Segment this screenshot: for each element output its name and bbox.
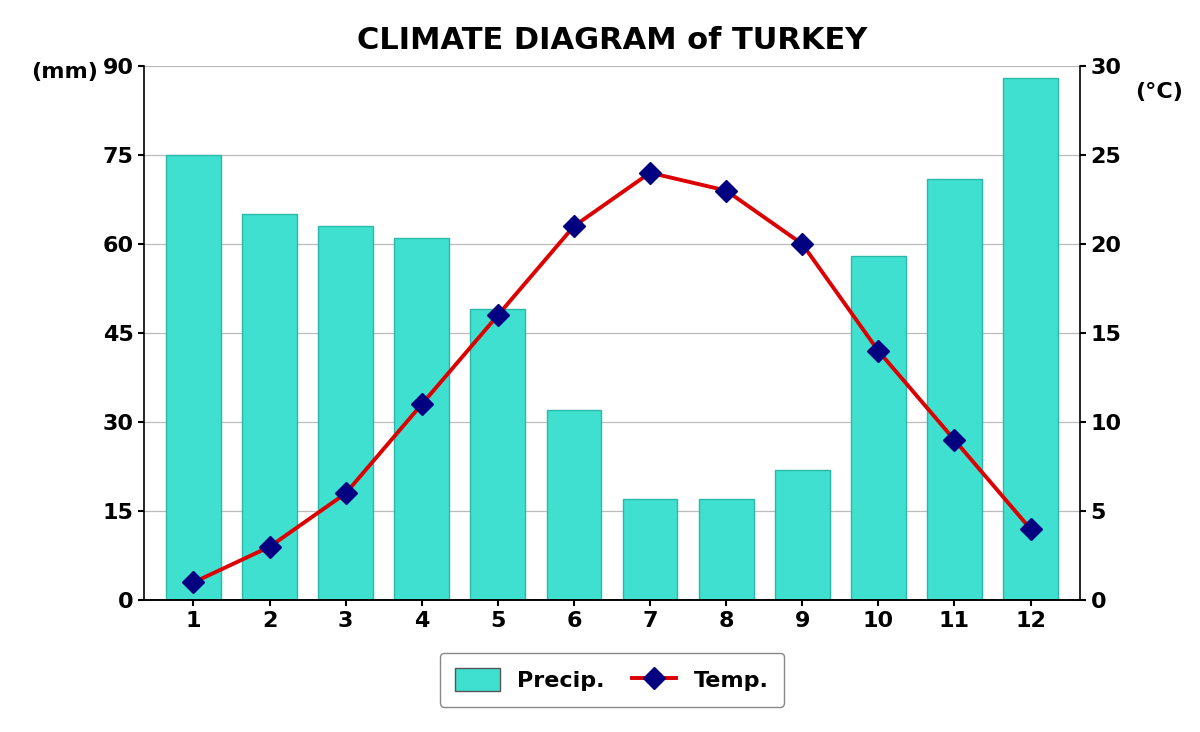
Bar [318, 226, 373, 600]
Bar [928, 179, 982, 600]
Y-axis label: (mm): (mm) [31, 62, 98, 82]
Bar [546, 410, 601, 600]
Bar [851, 256, 906, 600]
Bar [395, 238, 449, 600]
Title: CLIMATE DIAGRAM of TURKEY: CLIMATE DIAGRAM of TURKEY [356, 26, 868, 55]
Bar [623, 499, 678, 600]
Bar [470, 310, 526, 600]
Legend: Precip., Temp.: Precip., Temp. [439, 653, 785, 706]
Bar [698, 499, 754, 600]
Y-axis label: (°C): (°C) [1135, 82, 1183, 102]
Bar [166, 155, 221, 600]
Bar [775, 470, 829, 600]
Bar [1003, 78, 1058, 600]
Bar [242, 214, 296, 600]
